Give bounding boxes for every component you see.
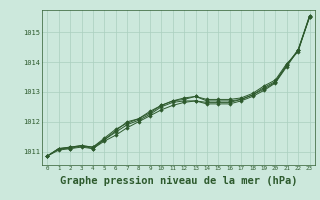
X-axis label: Graphe pression niveau de la mer (hPa): Graphe pression niveau de la mer (hPa) [60, 176, 297, 186]
